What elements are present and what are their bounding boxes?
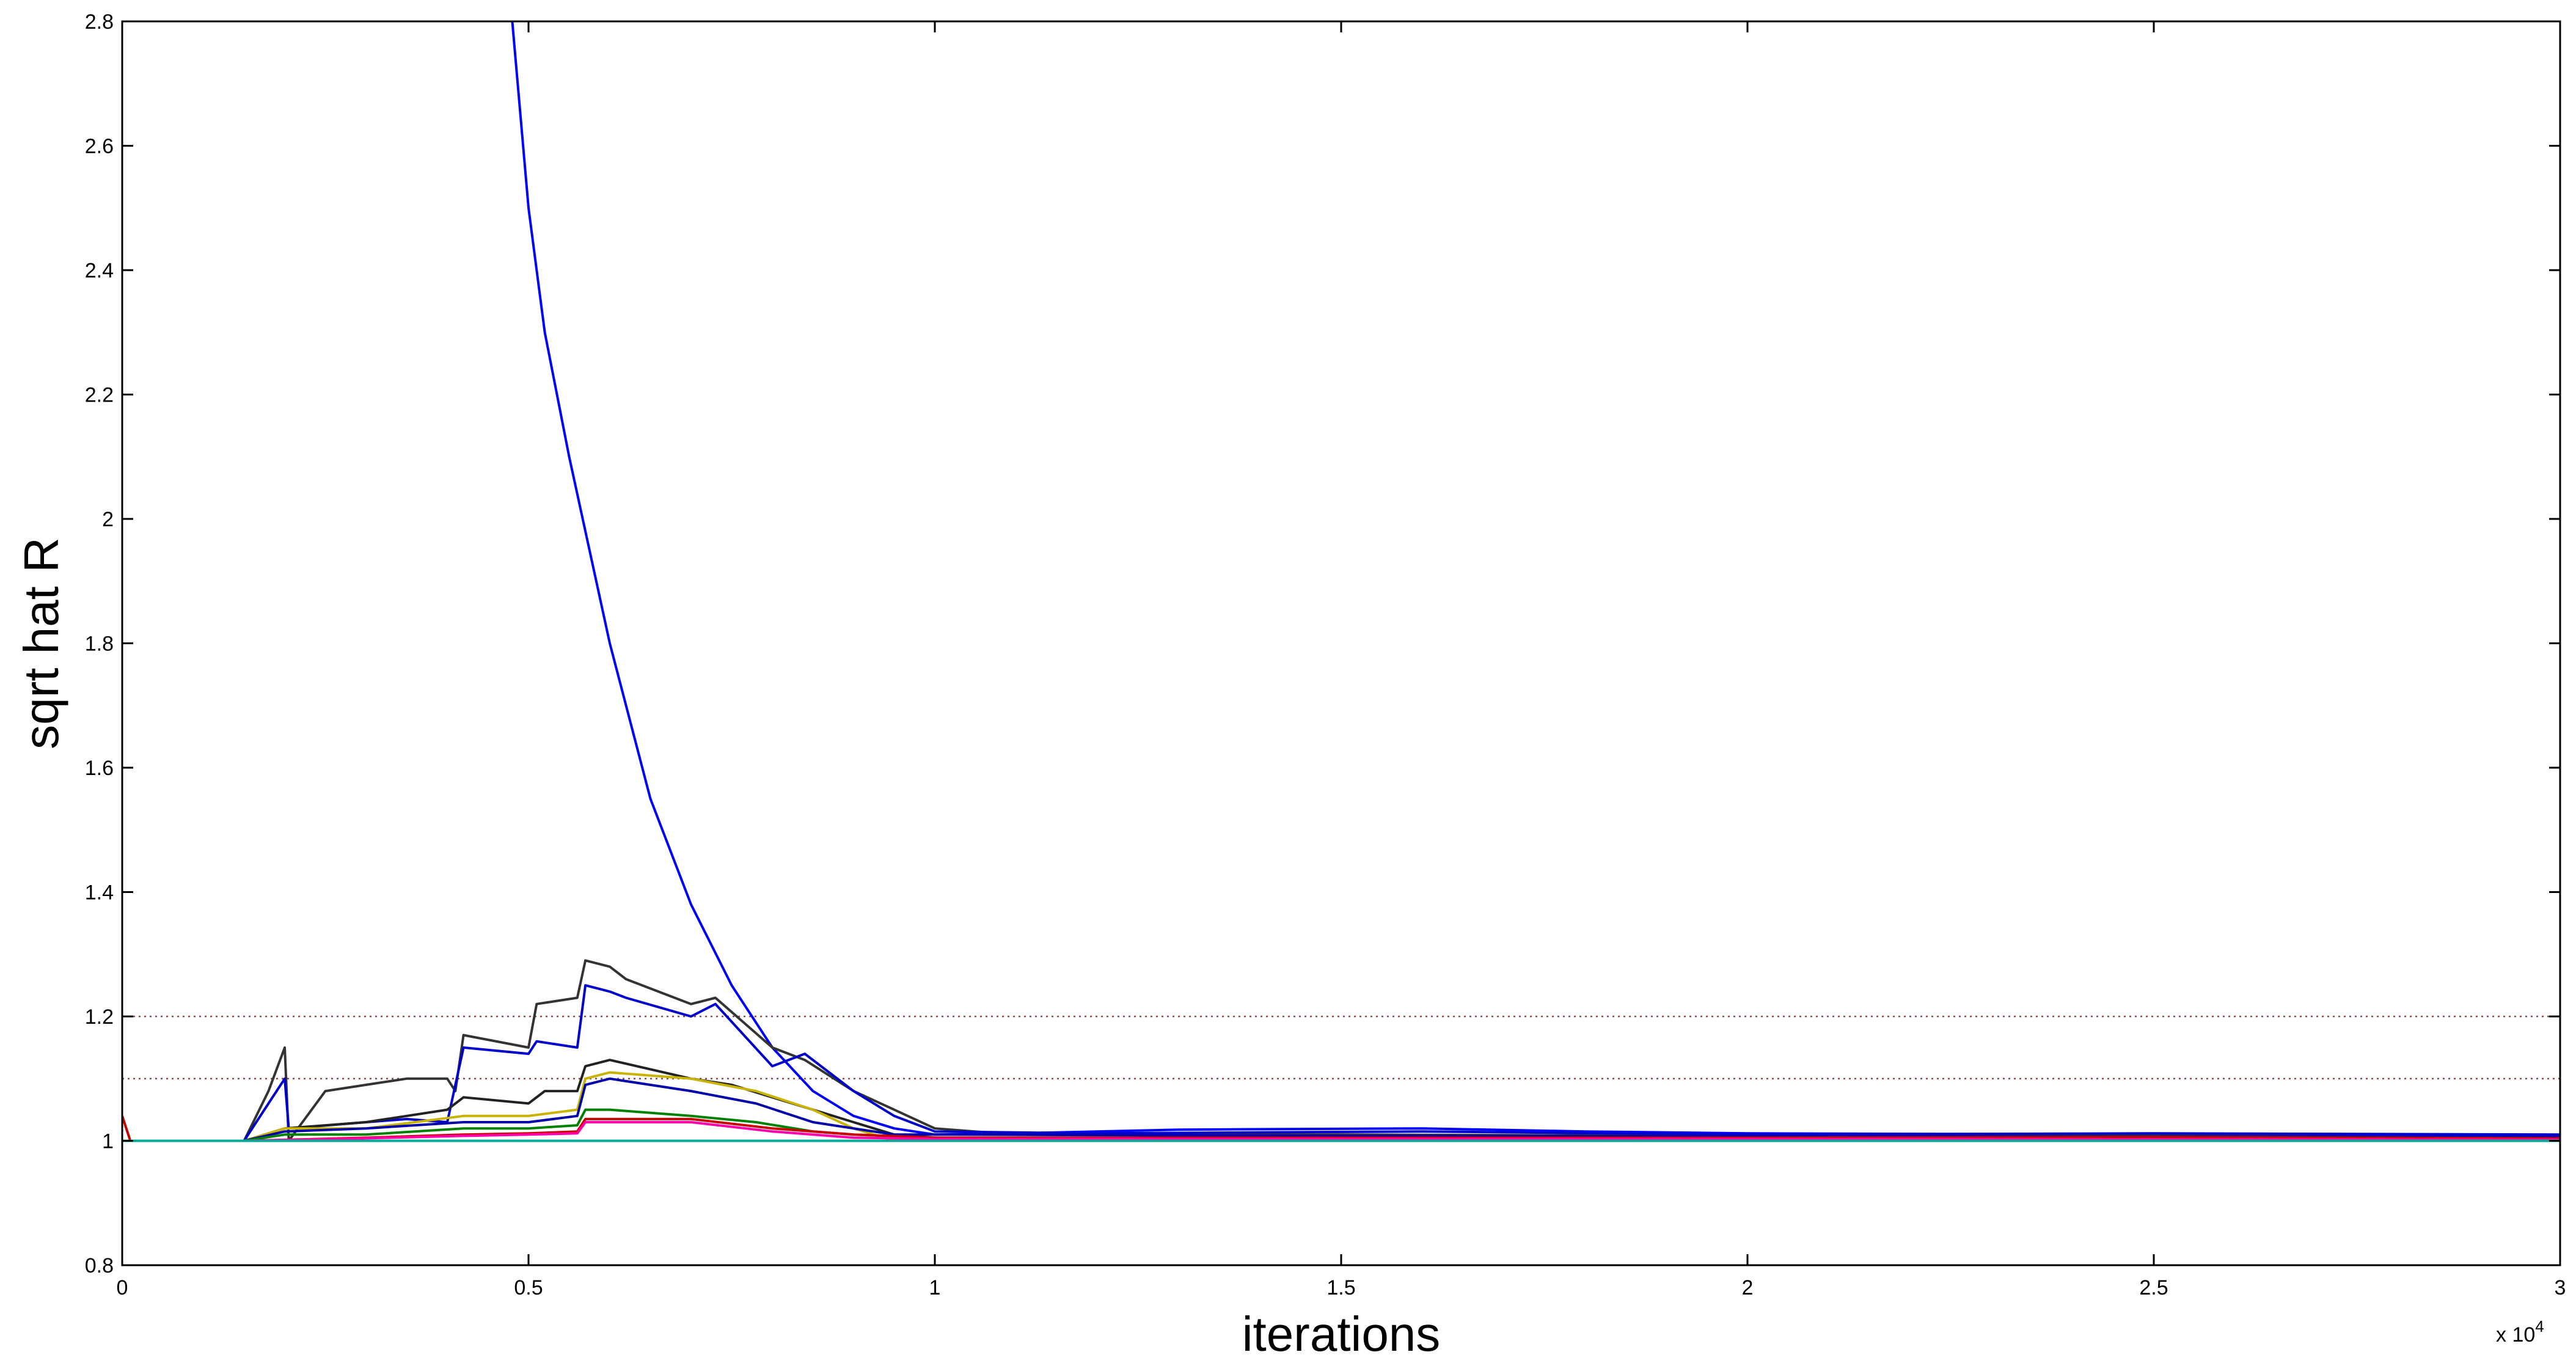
series-line-5 xyxy=(122,1077,2560,1142)
series-line-8 xyxy=(122,1121,2560,1142)
x-tick-label: 3 xyxy=(2555,1276,2566,1299)
series-line-4 xyxy=(122,1071,2560,1142)
y-axis: 0.8 1 1.2 1.4 1.6 1.8 2 2.2 2.4 2.6 2.8 xyxy=(85,10,2560,1277)
plot-frame xyxy=(121,20,2561,1266)
x-tick-label: 1.5 xyxy=(1326,1276,1355,1299)
y-tick-label: 2.8 xyxy=(85,10,114,34)
x-axis: 0 0.5 1 1.5 2 2.5 3 xyxy=(117,21,2566,1299)
reference-lines xyxy=(122,1015,2560,1079)
x-axis-scale-label: x 10 xyxy=(2496,1323,2535,1346)
y-tick-label: 2.6 xyxy=(85,135,114,158)
y-tick-label: 2 xyxy=(102,508,114,531)
x-axis-scale-exponent: 4 xyxy=(2535,1317,2544,1335)
y-tick-label: 1.8 xyxy=(85,633,114,656)
y-tick-label: 2.4 xyxy=(85,259,114,282)
series-line-2 xyxy=(122,984,2560,1142)
x-tick-label: 0.5 xyxy=(514,1276,543,1299)
x-tick-label: 1 xyxy=(929,1276,941,1299)
series-line-1 xyxy=(122,959,2560,1142)
x-tick-label: 2.5 xyxy=(2139,1276,2168,1299)
data-series xyxy=(122,21,2560,1142)
x-tick-label: 0 xyxy=(117,1276,128,1299)
y-axis-title: sqrt hat R xyxy=(14,537,68,749)
y-tick-label: 1.6 xyxy=(85,757,114,780)
y-tick-label: 1.2 xyxy=(85,1005,114,1029)
x-tick-label: 2 xyxy=(1742,1276,1754,1299)
y-tick-label: 0.8 xyxy=(85,1254,114,1277)
y-tick-label: 1.4 xyxy=(85,881,114,905)
y-tick-label: 1 xyxy=(102,1130,114,1153)
y-tick-label: 2.2 xyxy=(85,384,114,407)
series-line-0 xyxy=(511,21,2560,1137)
x-axis-title: iterations xyxy=(1242,1307,1441,1361)
x-axis-scale-note: x 104 xyxy=(2496,1317,2544,1346)
